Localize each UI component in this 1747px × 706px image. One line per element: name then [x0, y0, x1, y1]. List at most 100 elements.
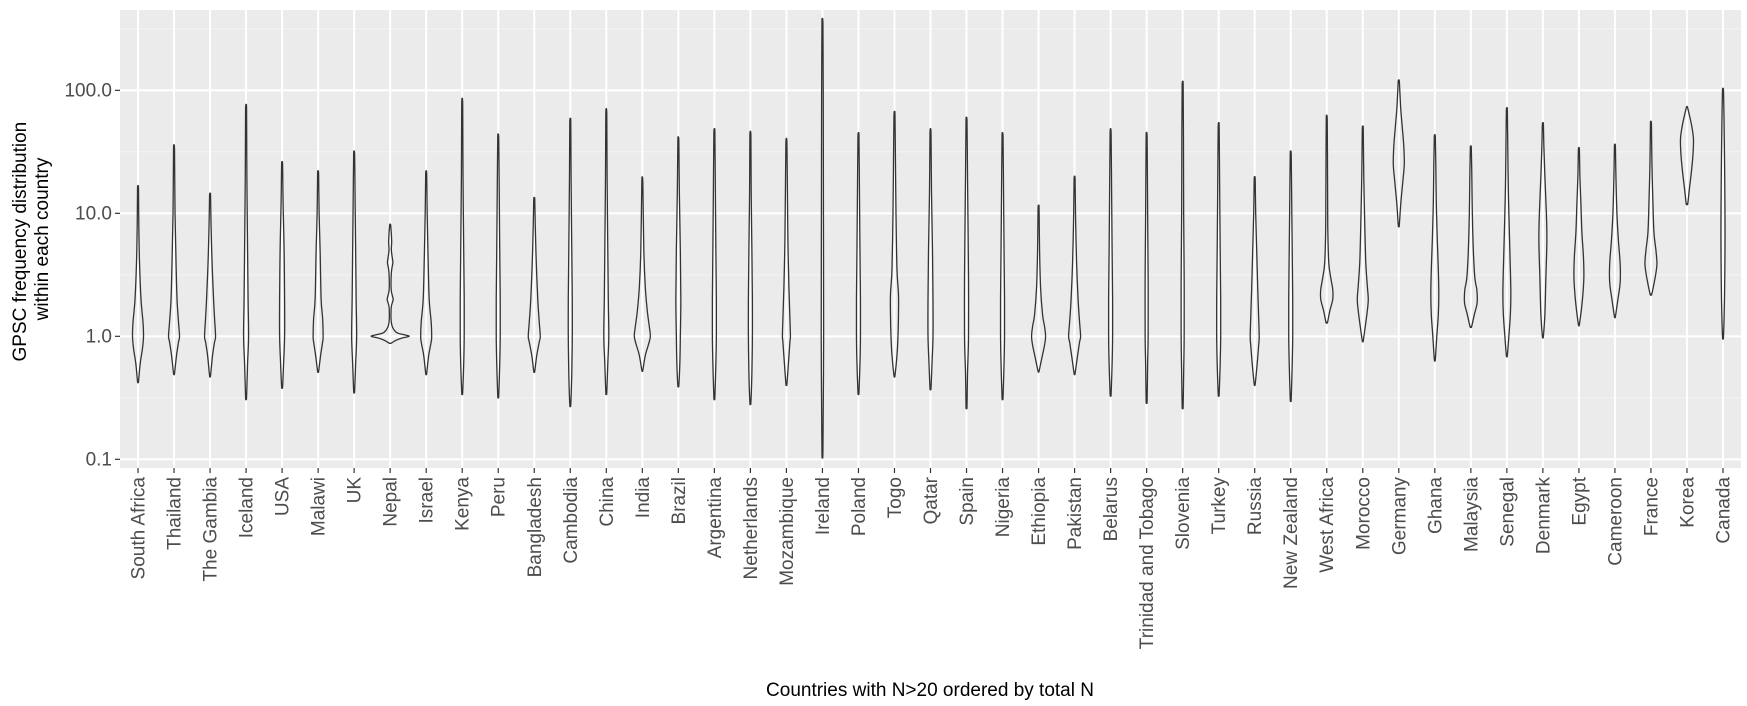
x-tick-label: Kenya [453, 477, 474, 531]
x-tick-label: Canada [1713, 477, 1734, 544]
violin-ghana [1430, 133, 1440, 362]
violin-israel [420, 170, 433, 376]
violin-malaysia [1463, 145, 1478, 329]
x-tick-label: Ghana [1425, 477, 1446, 534]
x-tick-label: Peru [489, 477, 510, 517]
x-tick-label: Qatar [921, 476, 942, 524]
violin-ireland [820, 17, 825, 459]
x-tick-label: Germany [1389, 477, 1410, 556]
violin-group [131, 17, 1726, 459]
x-tick-label: Mozambique [777, 477, 798, 586]
violin-netherlands [747, 130, 754, 406]
violin-slovenia [1180, 80, 1185, 410]
grid-lines [120, 10, 1741, 468]
x-axis-title: Countries with N>20 ordered by total N [766, 680, 1094, 701]
y-tick-label: 0.1 [86, 449, 112, 470]
x-axis: South Africa Thailand The Gambia Iceland USA… [129, 468, 1734, 649]
x-tick-label: Spain [957, 477, 978, 526]
x-tick-label: Nigeria [993, 477, 1014, 538]
violin-turkey [1215, 122, 1222, 397]
x-tick-label: Thailand [165, 477, 186, 550]
violin-canada [1720, 87, 1726, 340]
x-tick-label: Senegal [1497, 477, 1518, 547]
violin-ethiopia [1030, 204, 1047, 373]
violin-nigeria [999, 132, 1006, 401]
violin-russia [1249, 175, 1260, 387]
y-axis: 0.1 1.0 10.0 100.0 [64, 80, 120, 470]
violin-india [633, 176, 651, 372]
violin-qatar [927, 128, 934, 391]
x-tick-label: Ireland [813, 477, 834, 535]
violin-germany [1392, 79, 1405, 228]
violin-egypt [1573, 146, 1585, 327]
x-tick-label: Malawi [309, 477, 330, 536]
y-tick-label: 1.0 [86, 326, 112, 347]
y-tick-label: 10.0 [75, 203, 112, 224]
x-tick-label: Netherlands [741, 477, 762, 579]
violin-argentina [711, 128, 718, 401]
x-tick-label: Malaysia [1461, 477, 1482, 552]
x-tick-label: Egypt [1569, 476, 1590, 525]
y-axis-title-line-2: within each country [32, 157, 53, 321]
violin-poland [855, 132, 862, 396]
x-tick-label: UK [345, 477, 366, 504]
x-tick-label: Brazil [669, 477, 690, 525]
x-tick-label: The Gambia [201, 477, 222, 582]
violin-brazil [675, 136, 682, 388]
violin-korea [1679, 105, 1695, 206]
x-tick-label: Cambodia [561, 477, 582, 564]
violin-south-africa [131, 184, 145, 384]
x-tick-label: Russia [1245, 477, 1266, 536]
violin-cambodia [567, 117, 573, 408]
x-tick-label: India [633, 477, 654, 519]
x-tick-label: Togo [885, 477, 906, 518]
violin-uk [350, 150, 358, 394]
violin-senegal [1502, 107, 1512, 358]
violin-kenya [459, 97, 465, 396]
violin-west-africa [1319, 114, 1334, 324]
violin-malawi [312, 170, 324, 374]
x-tick-label: Belarus [1101, 477, 1122, 541]
violin-usa [278, 160, 286, 389]
x-tick-label: Korea [1677, 477, 1698, 528]
violin-peru [495, 133, 501, 399]
violin-france [1644, 120, 1658, 296]
violin-togo [889, 110, 900, 378]
x-tick-label: Denmark [1533, 477, 1554, 555]
x-tick-label: Nepal [381, 477, 402, 527]
x-tick-label: France [1641, 477, 1662, 536]
x-tick-label: South Africa [129, 477, 150, 580]
x-tick-label: China [597, 477, 618, 527]
violin-belarus [1107, 128, 1114, 397]
y-axis-title-line-1: GPSC frequency distribution [10, 122, 31, 362]
x-tick-label: Trinidad and Tobago [1137, 477, 1158, 649]
violin-china [603, 108, 610, 396]
violin-cameroon [1608, 143, 1622, 319]
x-tick-label: Ethiopia [1029, 477, 1050, 546]
x-tick-label: New Zealand [1281, 477, 1302, 589]
x-tick-label: Poland [849, 477, 870, 536]
x-tick-label: USA [273, 477, 294, 516]
x-tick-label: Pakistan [1065, 477, 1086, 550]
violin-thailand [167, 144, 181, 376]
violin-mozambique [781, 137, 792, 387]
x-tick-label: Iceland [237, 477, 258, 538]
x-tick-label: Cameroon [1605, 477, 1626, 566]
x-tick-label: Morocco [1353, 477, 1374, 550]
violin-morocco [1356, 125, 1369, 343]
x-tick-label: West Africa [1317, 477, 1338, 573]
violin-the-gambia [203, 192, 217, 378]
violin-trinidad-and-tobago [1144, 131, 1149, 405]
x-tick-label: Turkey [1209, 477, 1230, 535]
violin-spain [963, 116, 970, 410]
violin-iceland [242, 103, 250, 401]
violin-nepal [370, 223, 410, 345]
x-tick-label: Bangladesh [525, 477, 546, 577]
y-axis-title: GPSC frequency distribution within each … [10, 116, 53, 361]
y-tick-label: 100.0 [64, 80, 112, 101]
violin-denmark [1538, 121, 1548, 339]
x-tick-label: Slovenia [1173, 477, 1194, 550]
violin-bangladesh [527, 196, 541, 374]
x-tick-label: Israel [417, 477, 438, 523]
